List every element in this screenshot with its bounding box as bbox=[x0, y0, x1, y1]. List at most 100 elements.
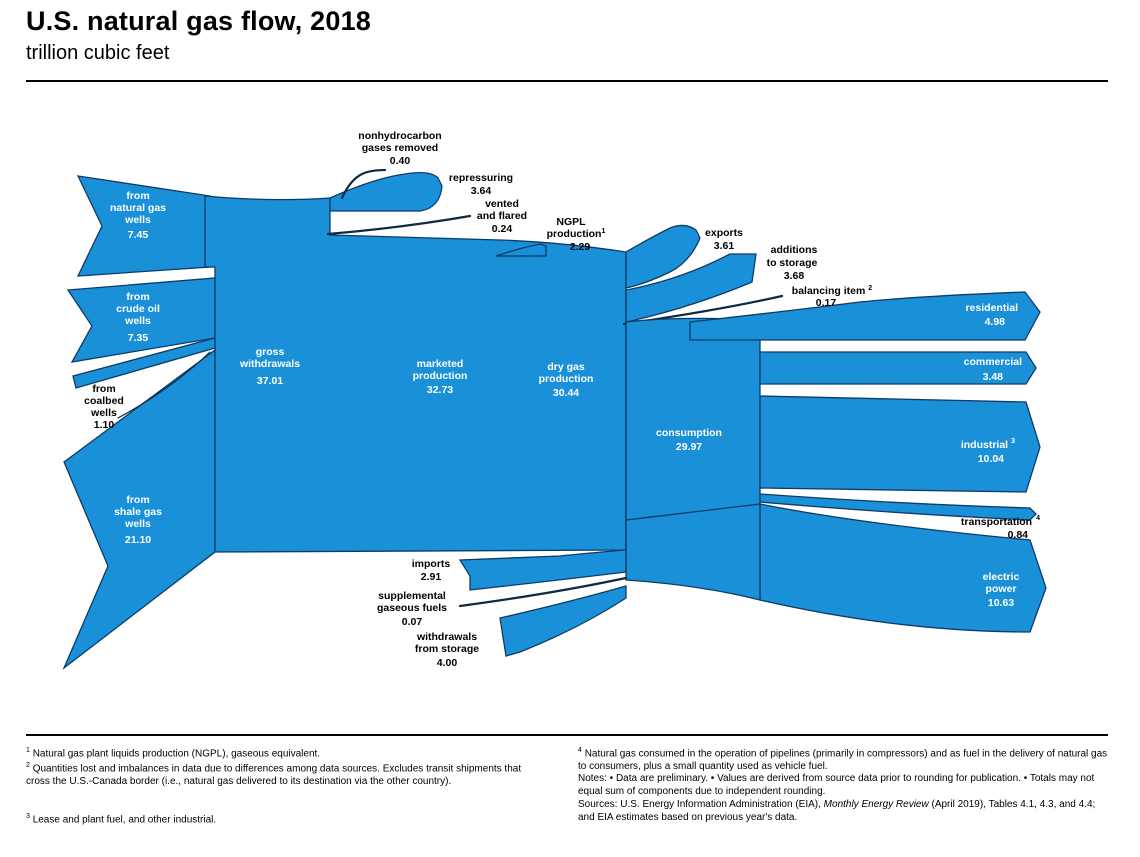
svg-text:10.63: 10.63 bbox=[988, 597, 1014, 609]
flow-industrial bbox=[759, 395, 1041, 493]
natural-gas-flow-diagram: from natural gas wells 7.45 from crude o… bbox=[62, 130, 1047, 671]
svg-text:gases removed: gases removed bbox=[362, 142, 438, 154]
label-exports: exports 3.61 bbox=[705, 227, 743, 252]
page-title: U.S. natural gas flow, 2018 bbox=[26, 6, 372, 36]
label-electric-power: electric power 10.63 bbox=[983, 571, 1020, 609]
flow-supplemental-gaseous-fuels bbox=[458, 576, 628, 608]
svg-text:4.98: 4.98 bbox=[985, 316, 1006, 328]
flow-imports bbox=[458, 549, 627, 591]
flow-natural-gas-wells bbox=[76, 175, 211, 277]
svg-text:production: production bbox=[539, 373, 594, 385]
svg-text:4.00: 4.00 bbox=[437, 657, 458, 669]
svg-text:nonhydrocarbon: nonhydrocarbon bbox=[358, 130, 441, 142]
svg-text:power: power bbox=[986, 583, 1017, 595]
svg-text:consumption: consumption bbox=[656, 427, 722, 439]
label-transportation: transportation 4 0.84 bbox=[961, 515, 1040, 541]
svg-text:30.44: 30.44 bbox=[553, 387, 579, 399]
flow-vented-and-flared bbox=[326, 214, 472, 236]
svg-text:repressuring: repressuring bbox=[449, 172, 513, 184]
svg-text:7.45: 7.45 bbox=[128, 229, 149, 241]
svg-text:3.61: 3.61 bbox=[714, 240, 735, 252]
svg-text:coalbed: coalbed bbox=[84, 395, 124, 407]
svg-text:from: from bbox=[92, 383, 115, 395]
svg-text:dry gas: dry gas bbox=[547, 361, 585, 373]
coalbed-leader-line bbox=[117, 351, 211, 419]
label-imports: imports 2.91 bbox=[412, 558, 451, 583]
flow-additions-to-storage bbox=[625, 253, 757, 323]
svg-text:natural gas: natural gas bbox=[110, 202, 166, 214]
flow-consumption-lower bbox=[625, 503, 761, 601]
page-subtitle: trillion cubic feet bbox=[26, 42, 170, 64]
svg-text:shale gas: shale gas bbox=[114, 506, 162, 518]
top-divider bbox=[26, 80, 1108, 82]
label-repressuring: repressuring 3.64 bbox=[449, 172, 513, 197]
svg-text:3.48: 3.48 bbox=[983, 371, 1004, 383]
svg-text:2.29: 2.29 bbox=[570, 241, 591, 253]
svg-text:residential: residential bbox=[965, 302, 1018, 314]
label-nonhydrocarbon-gases-removed: nonhydrocarbon gases removed 0.40 bbox=[358, 130, 441, 167]
svg-text:gaseous fuels: gaseous fuels bbox=[377, 602, 447, 614]
footnote-2: 2 Quantities lost and imbalances in data… bbox=[26, 762, 522, 787]
svg-text:0.84: 0.84 bbox=[1008, 529, 1029, 541]
svg-text:3.64: 3.64 bbox=[471, 185, 492, 197]
svg-text:0.24: 0.24 bbox=[492, 223, 513, 235]
flow-withdrawals-from-storage bbox=[499, 585, 627, 657]
bottom-divider bbox=[26, 734, 1108, 736]
svg-text:imports: imports bbox=[412, 558, 451, 570]
label-from-shale-gas-wells: from shale gas wells 21.10 bbox=[114, 494, 162, 546]
label-ngpl-production: NGPL production1 2.29 bbox=[547, 216, 606, 253]
flow-electric-power bbox=[759, 503, 1047, 633]
label-industrial: industrial 3 10.04 bbox=[961, 438, 1015, 465]
svg-text:gross: gross bbox=[256, 346, 285, 358]
footnote-3: 3 Lease and plant fuel, and other indust… bbox=[26, 813, 217, 826]
svg-text:crude oil: crude oil bbox=[116, 303, 160, 315]
svg-text:21.10: 21.10 bbox=[125, 534, 151, 546]
label-commercial: commercial 3.48 bbox=[964, 356, 1022, 383]
label-dry-gas-production: dry gas production 30.44 bbox=[539, 361, 594, 399]
label-from-coalbed-wells: from coalbed wells 1.10 bbox=[84, 383, 124, 431]
svg-text:marketed: marketed bbox=[417, 358, 464, 370]
label-residential: residential 4.98 bbox=[965, 302, 1018, 328]
label-balancing-item: balancing item 2 0.17 bbox=[792, 285, 873, 309]
svg-text:0.40: 0.40 bbox=[390, 155, 411, 167]
svg-text:3.68: 3.68 bbox=[784, 270, 805, 282]
flow-gross-marketed-dry-trunk bbox=[204, 195, 627, 553]
svg-text:supplemental: supplemental bbox=[378, 590, 446, 602]
flow-repressuring bbox=[329, 172, 443, 212]
flow-exports bbox=[625, 224, 701, 289]
svg-text:additions: additions bbox=[771, 244, 818, 256]
svg-text:commercial: commercial bbox=[964, 356, 1022, 368]
svg-text:NGPL: NGPL bbox=[556, 216, 586, 228]
svg-text:37.01: 37.01 bbox=[257, 375, 283, 387]
label-additions-to-storage: additions to storage 3.68 bbox=[767, 244, 818, 282]
svg-text:electric: electric bbox=[983, 571, 1020, 583]
svg-text:and flared: and flared bbox=[477, 210, 527, 222]
flow-shale-gas-wells bbox=[62, 348, 216, 671]
flow-transportation bbox=[759, 493, 1037, 521]
label-marketed-production: marketed production 32.73 bbox=[413, 358, 468, 396]
svg-text:7.35: 7.35 bbox=[128, 332, 149, 344]
svg-text:29.97: 29.97 bbox=[676, 441, 702, 453]
svg-text:wells: wells bbox=[124, 518, 151, 530]
svg-text:1.10: 1.10 bbox=[94, 419, 115, 431]
svg-text:withdrawals: withdrawals bbox=[239, 358, 300, 370]
footnote-4: 4 Natural gas consumed in the operation … bbox=[578, 747, 1108, 772]
svg-text:to storage: to storage bbox=[767, 257, 818, 269]
sources: Sources: U.S. Energy Information Adminis… bbox=[578, 799, 1096, 823]
svg-text:wells: wells bbox=[124, 214, 151, 226]
svg-text:wells: wells bbox=[124, 315, 151, 327]
svg-text:10.04: 10.04 bbox=[978, 453, 1004, 465]
flow-nonhydrocarbon-gases-removed bbox=[340, 168, 387, 200]
svg-text:wells: wells bbox=[90, 407, 117, 419]
svg-text:0.17: 0.17 bbox=[816, 297, 837, 309]
svg-text:withdrawals: withdrawals bbox=[416, 631, 477, 643]
label-from-natural-gas-wells: from natural gas wells 7.45 bbox=[110, 190, 166, 241]
notes: Notes: • Data are preliminary. • Values … bbox=[578, 773, 1095, 797]
svg-text:vented: vented bbox=[485, 198, 519, 210]
flow-commercial bbox=[759, 351, 1037, 385]
svg-text:production: production bbox=[413, 370, 468, 382]
label-supplemental-gaseous-fuels: supplemental gaseous fuels 0.07 bbox=[377, 590, 447, 628]
